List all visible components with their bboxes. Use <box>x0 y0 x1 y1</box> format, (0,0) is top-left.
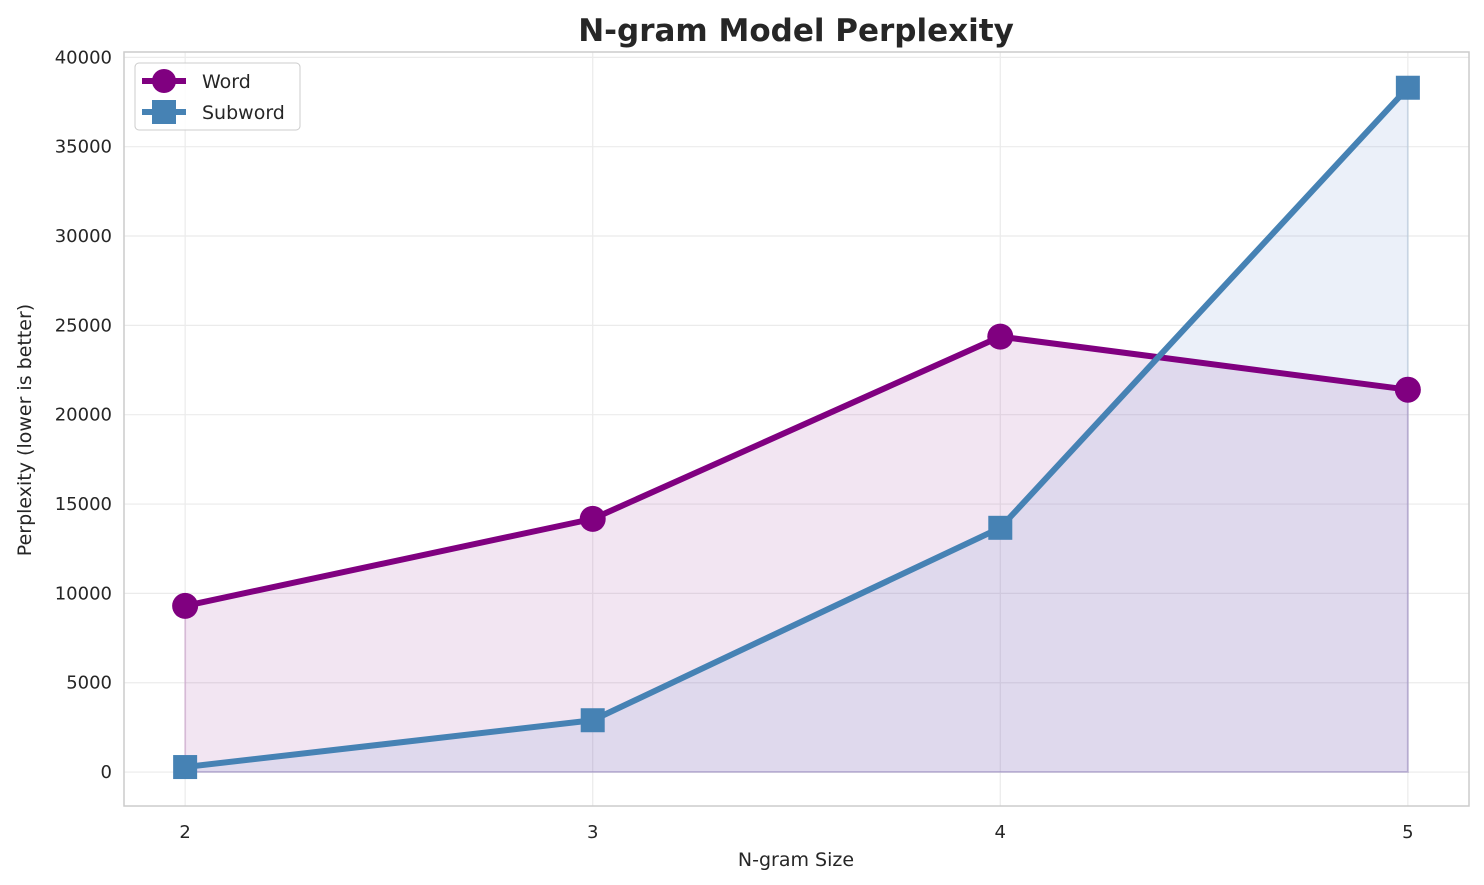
data-point <box>1395 75 1420 100</box>
axis-ticks: 2 3 4 5 0 5000 10000 15000 20000 25000 30000 35000 4… <box>55 47 1414 843</box>
data-point <box>987 323 1014 350</box>
y-tick-label: 40000 <box>55 47 112 68</box>
x-tick-label: 3 <box>587 822 598 843</box>
y-tick-label: 0 <box>101 762 112 783</box>
y-tick-label: 20000 <box>55 405 112 426</box>
y-tick-label: 25000 <box>55 315 112 336</box>
x-tick-label: 2 <box>179 822 190 843</box>
x-axis-label: N-gram Size <box>738 849 854 871</box>
series-lines <box>172 75 1421 780</box>
legend-label: Word <box>202 71 251 93</box>
series-line-subword <box>184 85 1411 771</box>
legend-marker <box>152 100 176 124</box>
x-tick-label: 5 <box>1402 822 1413 843</box>
data-point <box>580 708 605 733</box>
y-tick-label: 30000 <box>55 226 112 247</box>
y-axis-label: Perplexity (lower is better) <box>14 304 36 556</box>
data-point <box>173 755 198 780</box>
chart-title: N-gram Model Perplexity <box>578 13 1014 49</box>
grid <box>124 52 1469 806</box>
data-point <box>579 505 606 532</box>
data-point <box>988 515 1013 540</box>
data-point <box>1394 376 1421 403</box>
legend-marker <box>152 69 176 93</box>
series-line-word <box>184 333 1409 609</box>
x-tick-label: 4 <box>995 822 1006 843</box>
legend-label: Subword <box>202 102 285 124</box>
y-tick-label: 15000 <box>55 494 112 515</box>
legend: Word Subword <box>134 62 301 131</box>
plot-frame <box>123 51 1470 807</box>
y-tick-label: 10000 <box>55 583 112 604</box>
data-point <box>172 592 199 619</box>
y-tick-label: 5000 <box>66 673 112 694</box>
y-tick-label: 35000 <box>55 137 112 158</box>
